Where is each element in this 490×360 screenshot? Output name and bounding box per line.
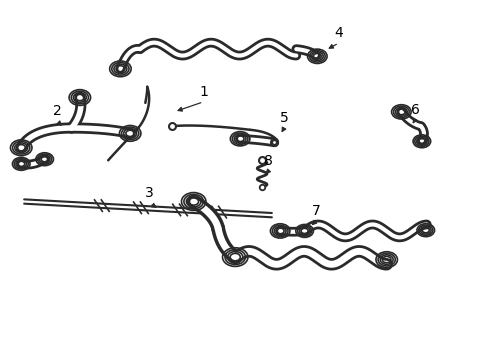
Text: 8: 8 [264, 154, 273, 168]
Text: 5: 5 [280, 111, 289, 125]
Text: 7: 7 [312, 204, 320, 219]
Text: 2: 2 [52, 104, 61, 118]
Text: 3: 3 [146, 186, 154, 201]
Text: 6: 6 [411, 103, 419, 117]
Text: 4: 4 [335, 26, 343, 40]
Text: 1: 1 [199, 85, 208, 99]
